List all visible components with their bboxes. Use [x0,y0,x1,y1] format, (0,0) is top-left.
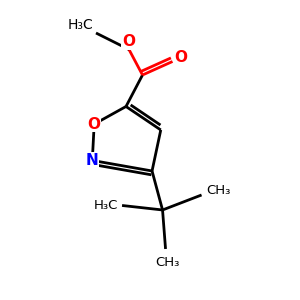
Text: N: N [86,153,99,168]
Text: O: O [174,50,188,65]
Text: CH₃: CH₃ [155,256,179,269]
Text: H₃C: H₃C [68,18,94,32]
Text: O: O [88,117,101,132]
Text: H₃C: H₃C [93,199,118,212]
Text: O: O [122,34,135,50]
Text: CH₃: CH₃ [206,184,230,197]
